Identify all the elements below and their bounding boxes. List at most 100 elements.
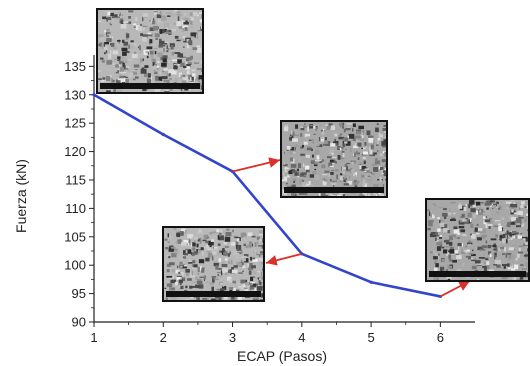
micrograph-grain xyxy=(259,251,263,253)
micrograph-grain xyxy=(357,157,360,160)
micrograph-grain xyxy=(171,287,176,291)
micrograph-grain xyxy=(226,228,230,231)
micrograph-grain xyxy=(370,176,372,178)
micrograph-grain xyxy=(520,222,522,225)
micrograph-grain xyxy=(483,266,487,272)
micrograph-grain xyxy=(191,270,194,276)
micrograph-grain xyxy=(485,209,490,215)
micrograph-grain xyxy=(428,220,434,223)
micrograph-grain xyxy=(347,135,351,138)
micrograph-grain xyxy=(338,191,345,196)
micrograph-grain xyxy=(373,167,379,172)
micrograph-grain xyxy=(106,60,113,65)
micrograph-grain xyxy=(343,128,346,133)
micrograph-grain xyxy=(330,125,336,131)
micrograph-grain xyxy=(261,293,263,298)
micrograph-grain xyxy=(197,54,202,60)
micrograph-grain xyxy=(301,179,305,182)
micrograph-grain xyxy=(164,57,171,62)
micrograph-grain xyxy=(364,142,367,146)
micrograph-grain xyxy=(231,259,233,265)
micrograph-grain xyxy=(120,18,124,23)
micrograph-grain xyxy=(185,60,188,64)
micrograph-grain xyxy=(303,175,307,178)
micrograph-grain xyxy=(123,64,126,69)
micrograph-grain xyxy=(475,201,481,206)
micrograph-grain xyxy=(331,180,337,183)
micrograph-grain xyxy=(101,18,104,21)
micrograph-grain xyxy=(468,204,471,209)
micrograph-grain xyxy=(329,193,333,196)
micrograph-grain xyxy=(339,122,343,126)
micrograph-grain xyxy=(192,260,196,264)
micrograph-grain xyxy=(235,245,238,248)
micrograph-grain xyxy=(260,262,263,264)
micrograph-grain xyxy=(319,124,323,127)
micrograph-grain xyxy=(170,80,172,82)
micrograph-grain xyxy=(353,182,358,186)
micrograph-grain xyxy=(315,127,317,132)
micrograph-grain xyxy=(223,294,228,300)
micrograph-grain xyxy=(507,263,510,267)
micrograph-grain xyxy=(447,265,453,269)
micrograph-grain xyxy=(182,36,186,39)
micrograph-grain xyxy=(521,268,527,270)
micrograph-grain xyxy=(106,75,111,81)
micrograph-grain xyxy=(256,283,259,286)
micrograph-grain xyxy=(212,278,215,283)
micrograph-grain xyxy=(172,274,174,279)
micrograph-grain xyxy=(461,213,465,218)
micrograph-grain xyxy=(371,164,378,166)
micrograph-grain xyxy=(242,270,244,272)
micrograph-grain xyxy=(231,269,238,274)
micrograph-grain xyxy=(146,55,149,59)
micrograph-grain xyxy=(300,132,303,137)
micrograph-grain xyxy=(110,12,114,17)
micrograph-grain xyxy=(332,163,336,165)
micrograph-grain xyxy=(361,167,367,171)
micrograph-grain xyxy=(193,62,200,64)
micrograph-grain xyxy=(191,252,195,257)
micrograph-grain xyxy=(151,33,153,37)
micrograph-grain xyxy=(434,259,439,263)
micrograph-grain xyxy=(291,192,296,196)
micrograph-grain xyxy=(474,227,480,232)
micrograph-grain xyxy=(342,152,345,158)
micrograph-grain xyxy=(200,247,204,251)
micrograph-grain xyxy=(167,241,170,243)
micrograph-grain xyxy=(454,237,460,239)
micrograph-grain xyxy=(156,14,162,19)
micrograph-grain xyxy=(430,232,436,234)
micrograph-grain xyxy=(483,253,485,257)
micrograph-grain xyxy=(282,184,286,189)
micrograph-grain xyxy=(211,286,214,292)
micrograph-grain xyxy=(117,40,121,42)
micrograph-grain xyxy=(339,159,343,163)
micrograph-grain xyxy=(209,233,213,236)
micrograph-grain xyxy=(224,236,231,242)
micrograph-grain xyxy=(437,255,440,260)
micrograph-grain xyxy=(282,164,288,167)
micrograph-grain xyxy=(465,245,467,248)
micrograph-grain xyxy=(177,239,182,244)
micrograph-grain xyxy=(448,254,451,259)
micrograph-grain xyxy=(176,283,180,286)
micrograph-grain xyxy=(501,217,505,221)
micrograph-grain xyxy=(246,282,252,285)
micrograph-grain xyxy=(207,248,212,250)
micrograph-grain xyxy=(165,297,169,300)
micrograph-grain xyxy=(365,172,371,176)
micrograph-grain xyxy=(102,16,107,20)
micrograph-grain xyxy=(183,265,188,268)
micrograph-grain xyxy=(185,269,190,273)
y-tick-label: 135 xyxy=(64,59,86,74)
micrograph-grain xyxy=(252,258,258,262)
micrograph-grain xyxy=(176,21,182,27)
micrograph-grain xyxy=(495,259,501,265)
micrograph-grain xyxy=(173,66,178,70)
micrograph-grain xyxy=(220,282,224,285)
micrograph-grain xyxy=(101,44,104,50)
micrograph-grain xyxy=(520,205,524,209)
micrograph-grain xyxy=(312,171,317,174)
